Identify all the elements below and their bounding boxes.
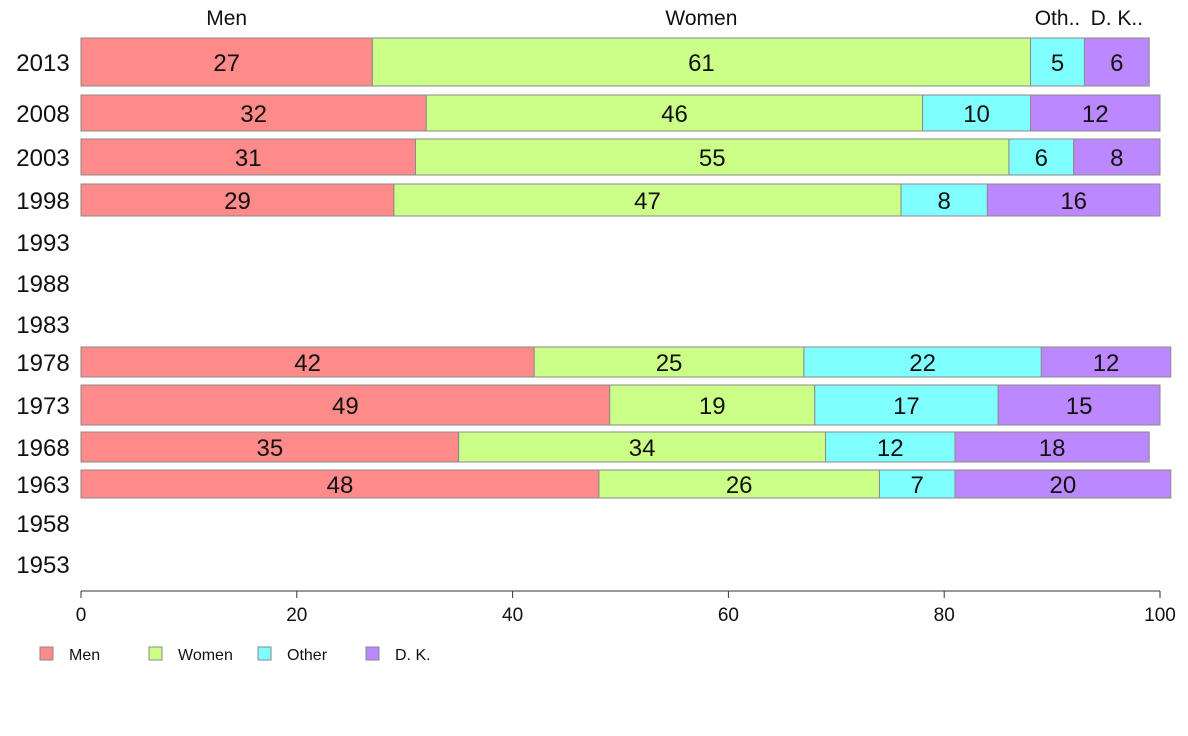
bar-segment xyxy=(878,469,956,499)
x-tick-label: 20 xyxy=(286,605,307,626)
bar-segment xyxy=(80,431,460,463)
bar-segment xyxy=(414,138,1010,176)
legend-label: D. K. xyxy=(395,647,431,664)
x-tick-label: 100 xyxy=(1144,605,1176,626)
value-label: 48 xyxy=(327,472,354,499)
bar-segment xyxy=(954,431,1150,463)
bar-segment xyxy=(80,138,416,176)
value-label: 19 xyxy=(699,393,726,420)
year-label: 2013 xyxy=(16,50,69,77)
legend-swatch xyxy=(39,646,54,661)
year-label: 1998 xyxy=(16,188,69,215)
value-label: 31 xyxy=(235,145,262,172)
value-label: 7 xyxy=(911,472,924,499)
year-label: 2003 xyxy=(16,145,69,172)
bar-segment xyxy=(814,384,999,426)
year-label: 1973 xyxy=(16,393,69,420)
bar-segment xyxy=(80,37,373,87)
bar-segment xyxy=(825,431,956,463)
bar-segment xyxy=(533,346,805,378)
bar-segment xyxy=(80,469,600,499)
bar-segment xyxy=(393,183,902,217)
bar-segment xyxy=(1073,138,1161,176)
bars: 27 61 5 6 32 46 10 12 31 55 6 8 29 47 8 16 42 25 22 12 49 19 1… xyxy=(80,37,1172,499)
value-label: 6 xyxy=(1110,50,1123,77)
top-label: Men xyxy=(206,7,247,30)
value-label: 5 xyxy=(1051,50,1064,77)
x-tick-label: 40 xyxy=(502,605,523,626)
top-category-labels: Men Women Oth.. D. K.. xyxy=(206,7,1143,30)
value-label: 22 xyxy=(909,350,936,377)
x-tick-label: 60 xyxy=(718,605,739,626)
value-label: 8 xyxy=(1110,145,1123,172)
year-label: 1963 xyxy=(16,472,69,499)
bar-segment xyxy=(80,94,427,132)
bar-segment xyxy=(1040,346,1172,378)
legend: Men Women Other D. K. xyxy=(39,646,431,664)
value-label: 16 xyxy=(1060,188,1087,215)
value-label: 17 xyxy=(893,393,920,420)
value-label: 46 xyxy=(661,101,688,128)
year-label: 1968 xyxy=(16,435,69,462)
value-label: 10 xyxy=(963,101,990,128)
bar-segment xyxy=(371,37,1032,87)
value-label: 35 xyxy=(256,435,283,462)
x-tick-label: 80 xyxy=(934,605,955,626)
bar-segment xyxy=(80,183,395,217)
year-label: 1978 xyxy=(16,350,69,377)
x-axis: 0 20 40 60 80 100 xyxy=(76,590,1176,626)
bar-segment xyxy=(80,346,535,378)
year-label: 2008 xyxy=(16,101,69,128)
legend-label: Men xyxy=(69,647,100,664)
value-label: 15 xyxy=(1066,393,1093,420)
value-label: 8 xyxy=(938,188,951,215)
bar-segment xyxy=(80,384,611,426)
bar-segment xyxy=(997,384,1161,426)
top-label: D. K.. xyxy=(1091,7,1144,30)
value-label: 61 xyxy=(688,50,715,77)
value-label: 27 xyxy=(213,50,240,77)
bar-segment xyxy=(1030,37,1085,87)
value-label: 49 xyxy=(332,393,359,420)
value-label: 25 xyxy=(656,350,683,377)
value-label: 34 xyxy=(629,435,656,462)
bar-segment xyxy=(1030,94,1161,132)
legend-label: Other xyxy=(287,647,328,664)
value-label: 32 xyxy=(240,101,267,128)
value-label: 20 xyxy=(1050,472,1077,499)
bar-segment xyxy=(803,346,1042,378)
bar-segment xyxy=(922,94,1032,132)
value-label: 55 xyxy=(699,145,726,172)
bar-segment xyxy=(986,183,1161,217)
bar-segment xyxy=(425,94,924,132)
value-label: 26 xyxy=(726,472,753,499)
value-label: 6 xyxy=(1035,145,1048,172)
bar-segment xyxy=(1083,37,1150,87)
value-label: 12 xyxy=(877,435,904,462)
year-label: 1958 xyxy=(16,511,69,538)
bar-segment xyxy=(609,384,816,426)
value-label: 42 xyxy=(294,350,321,377)
top-label: Women xyxy=(665,7,737,30)
year-label: 1983 xyxy=(16,312,69,339)
bar-segment xyxy=(954,469,1172,499)
value-label: 29 xyxy=(224,188,251,215)
legend-swatch xyxy=(148,646,163,661)
legend-swatch xyxy=(365,646,380,661)
year-label: 1988 xyxy=(16,271,69,298)
x-tick-label: 0 xyxy=(76,605,87,626)
value-label: 12 xyxy=(1093,350,1120,377)
legend-label: Women xyxy=(178,647,233,664)
year-label: 1953 xyxy=(16,552,69,579)
legend-swatch xyxy=(257,646,272,661)
value-label: 18 xyxy=(1039,435,1066,462)
top-label: Oth.. xyxy=(1035,7,1081,30)
year-label: 1993 xyxy=(16,230,69,257)
value-label: 47 xyxy=(634,188,661,215)
value-label: 12 xyxy=(1082,101,1109,128)
year-labels: 2013 2008 2003 1998 1993 1988 1983 1978 1973 1968… xyxy=(16,50,69,579)
